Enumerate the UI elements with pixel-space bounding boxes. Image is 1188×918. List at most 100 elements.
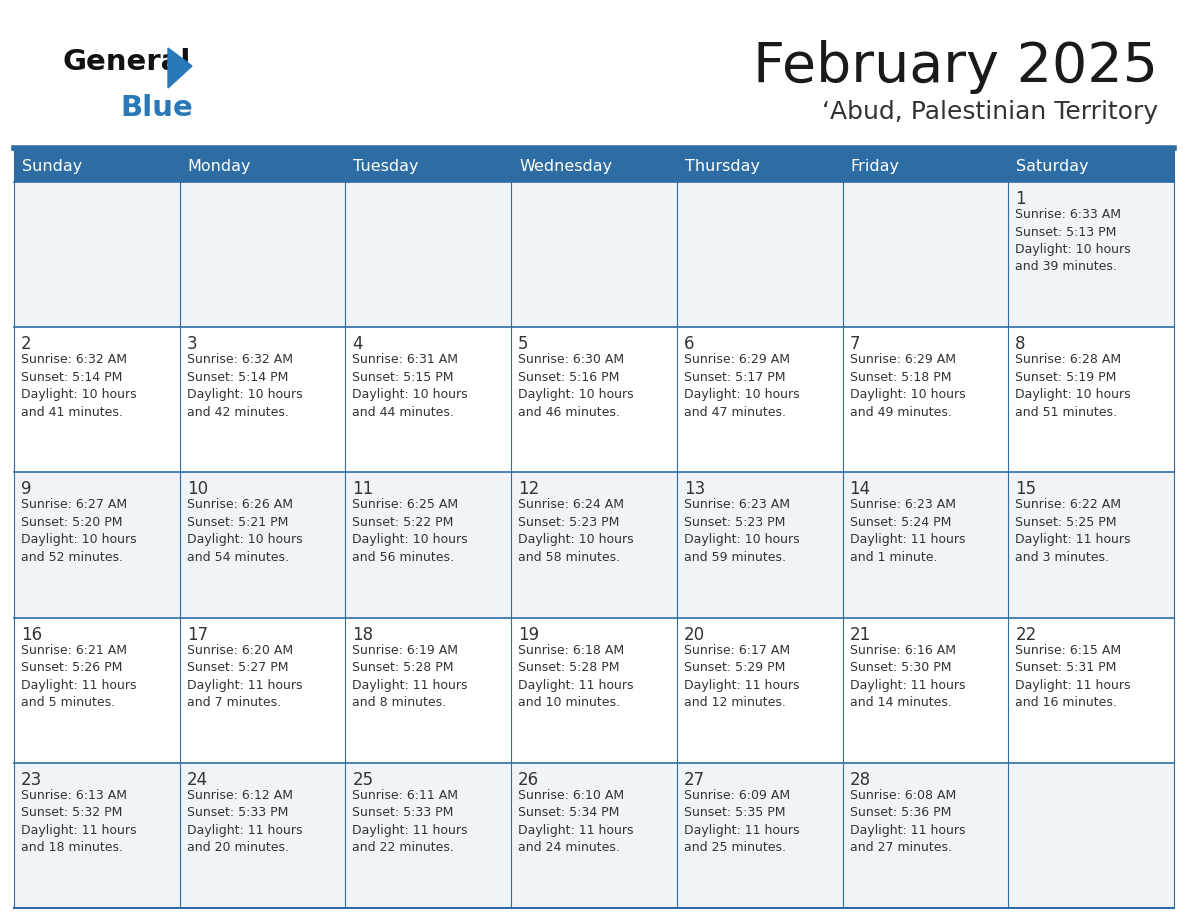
Text: 10: 10 — [187, 480, 208, 498]
Bar — [179, 618, 346, 763]
Text: 25: 25 — [353, 771, 373, 789]
Bar — [346, 473, 511, 618]
Text: 14: 14 — [849, 480, 871, 498]
Text: Sunrise: 6:16 AM
Sunset: 5:30 PM
Daylight: 11 hours
and 14 minutes.: Sunrise: 6:16 AM Sunset: 5:30 PM Dayligh… — [849, 644, 965, 709]
Text: Sunrise: 6:09 AM
Sunset: 5:35 PM
Daylight: 11 hours
and 25 minutes.: Sunrise: 6:09 AM Sunset: 5:35 PM Dayligh… — [684, 789, 800, 855]
Bar — [511, 763, 677, 908]
Text: Sunrise: 6:23 AM
Sunset: 5:24 PM
Daylight: 11 hours
and 1 minute.: Sunrise: 6:23 AM Sunset: 5:24 PM Dayligh… — [849, 498, 965, 564]
Bar — [1009, 327, 1174, 473]
Bar — [677, 618, 842, 763]
Bar — [179, 182, 346, 327]
Text: 20: 20 — [684, 625, 704, 644]
Text: Sunrise: 6:33 AM
Sunset: 5:13 PM
Daylight: 10 hours
and 39 minutes.: Sunrise: 6:33 AM Sunset: 5:13 PM Dayligh… — [1016, 208, 1131, 274]
Text: Sunrise: 6:32 AM
Sunset: 5:14 PM
Daylight: 10 hours
and 41 minutes.: Sunrise: 6:32 AM Sunset: 5:14 PM Dayligh… — [21, 353, 137, 419]
Bar — [14, 327, 179, 473]
Bar — [677, 150, 842, 182]
Bar — [511, 473, 677, 618]
Text: Monday: Monday — [188, 159, 251, 174]
Text: Sunrise: 6:30 AM
Sunset: 5:16 PM
Daylight: 10 hours
and 46 minutes.: Sunrise: 6:30 AM Sunset: 5:16 PM Dayligh… — [518, 353, 633, 419]
Text: 11: 11 — [353, 480, 374, 498]
Bar — [511, 182, 677, 327]
Bar — [1009, 763, 1174, 908]
Bar — [1009, 473, 1174, 618]
Text: Sunrise: 6:26 AM
Sunset: 5:21 PM
Daylight: 10 hours
and 54 minutes.: Sunrise: 6:26 AM Sunset: 5:21 PM Dayligh… — [187, 498, 302, 564]
Text: 5: 5 — [518, 335, 529, 353]
Text: Sunrise: 6:11 AM
Sunset: 5:33 PM
Daylight: 11 hours
and 22 minutes.: Sunrise: 6:11 AM Sunset: 5:33 PM Dayligh… — [353, 789, 468, 855]
Bar — [677, 763, 842, 908]
Bar — [1009, 182, 1174, 327]
Text: 8: 8 — [1016, 335, 1025, 353]
Bar — [14, 182, 179, 327]
Text: Sunrise: 6:28 AM
Sunset: 5:19 PM
Daylight: 10 hours
and 51 minutes.: Sunrise: 6:28 AM Sunset: 5:19 PM Dayligh… — [1016, 353, 1131, 419]
Text: Friday: Friday — [851, 159, 899, 174]
Text: Sunrise: 6:17 AM
Sunset: 5:29 PM
Daylight: 11 hours
and 12 minutes.: Sunrise: 6:17 AM Sunset: 5:29 PM Dayligh… — [684, 644, 800, 709]
Text: 23: 23 — [21, 771, 43, 789]
Text: Sunrise: 6:24 AM
Sunset: 5:23 PM
Daylight: 10 hours
and 58 minutes.: Sunrise: 6:24 AM Sunset: 5:23 PM Dayligh… — [518, 498, 633, 564]
Text: 18: 18 — [353, 625, 373, 644]
Text: Sunday: Sunday — [23, 159, 82, 174]
Bar — [346, 150, 511, 182]
Polygon shape — [168, 48, 192, 88]
Text: 15: 15 — [1016, 480, 1036, 498]
Text: Wednesday: Wednesday — [519, 159, 612, 174]
Bar — [14, 150, 179, 182]
Text: Sunrise: 6:29 AM
Sunset: 5:18 PM
Daylight: 10 hours
and 49 minutes.: Sunrise: 6:29 AM Sunset: 5:18 PM Dayligh… — [849, 353, 965, 419]
Bar — [842, 182, 1009, 327]
Bar — [1009, 150, 1174, 182]
Text: Sunrise: 6:31 AM
Sunset: 5:15 PM
Daylight: 10 hours
and 44 minutes.: Sunrise: 6:31 AM Sunset: 5:15 PM Dayligh… — [353, 353, 468, 419]
Text: 6: 6 — [684, 335, 694, 353]
Text: Sunrise: 6:29 AM
Sunset: 5:17 PM
Daylight: 10 hours
and 47 minutes.: Sunrise: 6:29 AM Sunset: 5:17 PM Dayligh… — [684, 353, 800, 419]
Text: Sunrise: 6:18 AM
Sunset: 5:28 PM
Daylight: 11 hours
and 10 minutes.: Sunrise: 6:18 AM Sunset: 5:28 PM Dayligh… — [518, 644, 633, 709]
Bar — [179, 327, 346, 473]
Text: Sunrise: 6:23 AM
Sunset: 5:23 PM
Daylight: 10 hours
and 59 minutes.: Sunrise: 6:23 AM Sunset: 5:23 PM Dayligh… — [684, 498, 800, 564]
Text: February 2025: February 2025 — [753, 40, 1158, 94]
Text: Sunrise: 6:27 AM
Sunset: 5:20 PM
Daylight: 10 hours
and 52 minutes.: Sunrise: 6:27 AM Sunset: 5:20 PM Dayligh… — [21, 498, 137, 564]
Bar — [1009, 618, 1174, 763]
Bar — [677, 327, 842, 473]
Text: Sunrise: 6:13 AM
Sunset: 5:32 PM
Daylight: 11 hours
and 18 minutes.: Sunrise: 6:13 AM Sunset: 5:32 PM Dayligh… — [21, 789, 137, 855]
Bar — [511, 618, 677, 763]
Text: Tuesday: Tuesday — [353, 159, 419, 174]
Text: Sunrise: 6:10 AM
Sunset: 5:34 PM
Daylight: 11 hours
and 24 minutes.: Sunrise: 6:10 AM Sunset: 5:34 PM Dayligh… — [518, 789, 633, 855]
Bar — [14, 763, 179, 908]
Text: Sunrise: 6:15 AM
Sunset: 5:31 PM
Daylight: 11 hours
and 16 minutes.: Sunrise: 6:15 AM Sunset: 5:31 PM Dayligh… — [1016, 644, 1131, 709]
Bar — [179, 473, 346, 618]
Text: Sunrise: 6:08 AM
Sunset: 5:36 PM
Daylight: 11 hours
and 27 minutes.: Sunrise: 6:08 AM Sunset: 5:36 PM Dayligh… — [849, 789, 965, 855]
Text: 28: 28 — [849, 771, 871, 789]
Text: Thursday: Thursday — [684, 159, 760, 174]
Bar — [677, 473, 842, 618]
Bar — [179, 150, 346, 182]
Text: General: General — [62, 48, 190, 76]
Text: Sunrise: 6:21 AM
Sunset: 5:26 PM
Daylight: 11 hours
and 5 minutes.: Sunrise: 6:21 AM Sunset: 5:26 PM Dayligh… — [21, 644, 137, 709]
Text: 4: 4 — [353, 335, 362, 353]
Bar — [346, 182, 511, 327]
Bar — [842, 618, 1009, 763]
Text: 2: 2 — [21, 335, 32, 353]
Text: 13: 13 — [684, 480, 706, 498]
Bar — [511, 150, 677, 182]
Text: Sunrise: 6:20 AM
Sunset: 5:27 PM
Daylight: 11 hours
and 7 minutes.: Sunrise: 6:20 AM Sunset: 5:27 PM Dayligh… — [187, 644, 302, 709]
Text: 12: 12 — [518, 480, 539, 498]
Text: Blue: Blue — [120, 94, 192, 122]
Bar — [842, 327, 1009, 473]
Text: 24: 24 — [187, 771, 208, 789]
Text: Sunrise: 6:32 AM
Sunset: 5:14 PM
Daylight: 10 hours
and 42 minutes.: Sunrise: 6:32 AM Sunset: 5:14 PM Dayligh… — [187, 353, 302, 419]
Text: 9: 9 — [21, 480, 32, 498]
Bar — [14, 473, 179, 618]
Bar — [346, 618, 511, 763]
Text: Sunrise: 6:19 AM
Sunset: 5:28 PM
Daylight: 11 hours
and 8 minutes.: Sunrise: 6:19 AM Sunset: 5:28 PM Dayligh… — [353, 644, 468, 709]
Text: Sunrise: 6:25 AM
Sunset: 5:22 PM
Daylight: 10 hours
and 56 minutes.: Sunrise: 6:25 AM Sunset: 5:22 PM Dayligh… — [353, 498, 468, 564]
Text: Sunrise: 6:22 AM
Sunset: 5:25 PM
Daylight: 11 hours
and 3 minutes.: Sunrise: 6:22 AM Sunset: 5:25 PM Dayligh… — [1016, 498, 1131, 564]
Bar — [179, 763, 346, 908]
Text: ‘Abud, Palestinian Territory: ‘Abud, Palestinian Territory — [822, 100, 1158, 124]
Text: 17: 17 — [187, 625, 208, 644]
Bar — [14, 618, 179, 763]
Text: 21: 21 — [849, 625, 871, 644]
Bar — [511, 327, 677, 473]
Text: 1: 1 — [1016, 190, 1026, 208]
Bar — [842, 763, 1009, 908]
Text: 19: 19 — [518, 625, 539, 644]
Bar — [677, 182, 842, 327]
Bar — [842, 473, 1009, 618]
Text: 3: 3 — [187, 335, 197, 353]
